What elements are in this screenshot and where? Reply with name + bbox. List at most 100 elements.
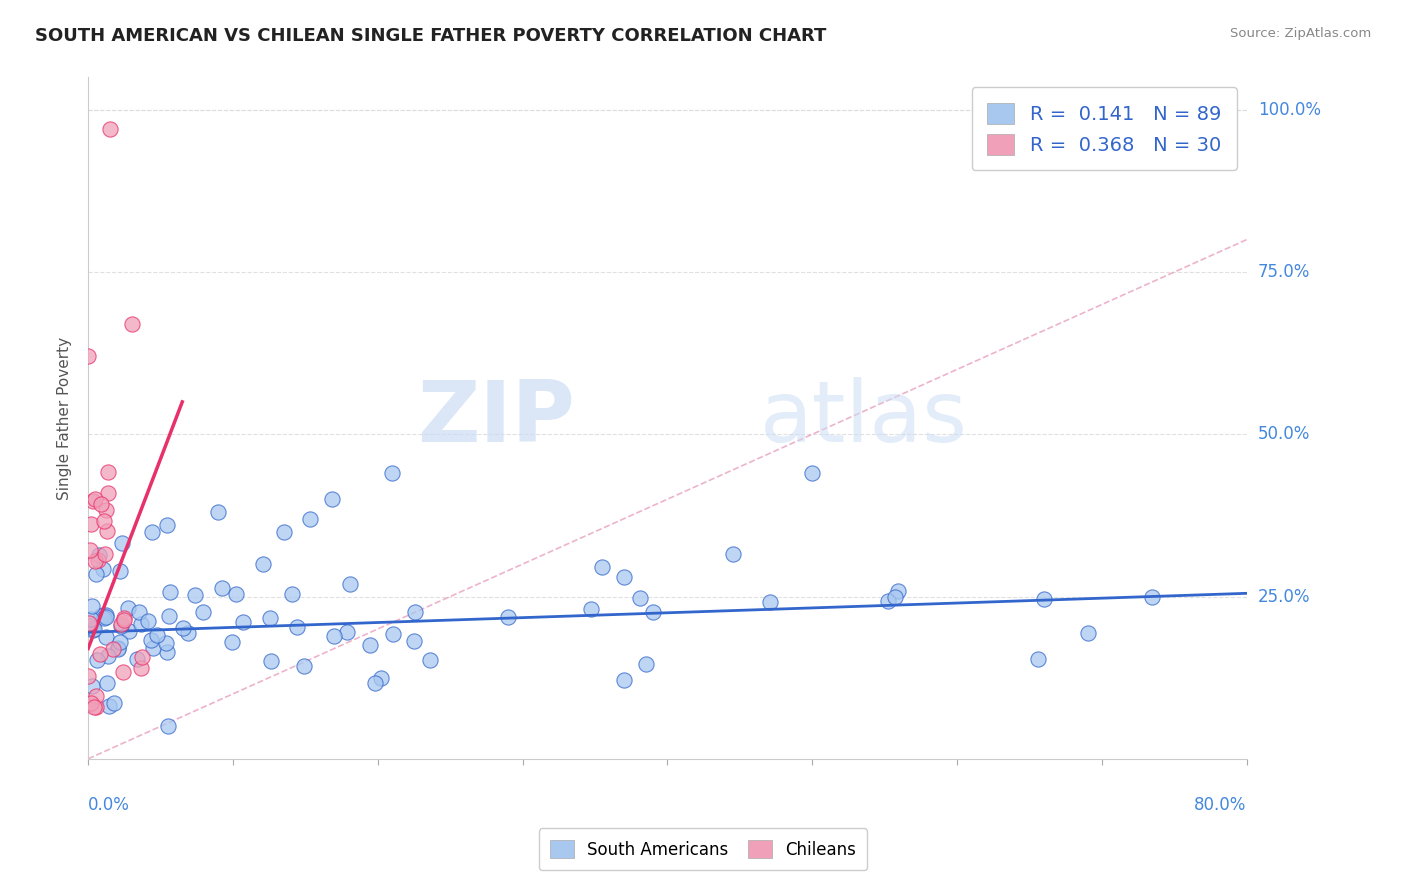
Point bbox=[877, 594, 900, 608]
Point bbox=[77, 615, 100, 630]
Point bbox=[225, 587, 247, 601]
Point bbox=[91, 562, 114, 576]
Text: Source: ZipAtlas.com: Source: ZipAtlas.com bbox=[1230, 27, 1371, 40]
Point bbox=[273, 524, 295, 539]
Legend: South Americans, Chileans: South Americans, Chileans bbox=[538, 829, 868, 871]
Point bbox=[112, 611, 135, 625]
Point bbox=[121, 317, 143, 331]
Y-axis label: Single Father Poverty: Single Father Poverty bbox=[58, 336, 72, 500]
Point bbox=[156, 645, 179, 659]
Point bbox=[77, 669, 100, 683]
Point bbox=[108, 634, 131, 648]
Point bbox=[364, 676, 387, 690]
Point bbox=[84, 699, 107, 714]
Point bbox=[86, 653, 108, 667]
Point bbox=[79, 543, 101, 558]
Point bbox=[339, 577, 361, 591]
Point bbox=[172, 621, 194, 635]
Point bbox=[83, 622, 105, 636]
Point bbox=[128, 605, 150, 619]
Point bbox=[94, 630, 117, 644]
Point bbox=[112, 613, 135, 627]
Point bbox=[80, 612, 103, 626]
Point bbox=[111, 665, 134, 679]
Point bbox=[496, 610, 519, 624]
Point bbox=[80, 516, 103, 531]
Point bbox=[1026, 652, 1049, 666]
Point bbox=[96, 648, 118, 663]
Point bbox=[82, 494, 104, 508]
Text: 0.0%: 0.0% bbox=[89, 797, 129, 814]
Text: SOUTH AMERICAN VS CHILEAN SINGLE FATHER POVERTY CORRELATION CHART: SOUTH AMERICAN VS CHILEAN SINGLE FATHER … bbox=[35, 27, 827, 45]
Point bbox=[80, 696, 103, 710]
Point bbox=[1033, 591, 1056, 606]
Point bbox=[155, 635, 177, 649]
Point bbox=[79, 618, 101, 632]
Point bbox=[94, 503, 117, 517]
Point bbox=[93, 514, 115, 528]
Point bbox=[404, 605, 426, 619]
Point bbox=[103, 696, 125, 710]
Point bbox=[131, 650, 153, 665]
Point bbox=[84, 567, 107, 582]
Point bbox=[84, 554, 107, 568]
Point bbox=[1077, 626, 1099, 640]
Point bbox=[419, 653, 441, 667]
Text: 25.0%: 25.0% bbox=[1258, 588, 1310, 606]
Point bbox=[591, 559, 613, 574]
Point bbox=[83, 492, 105, 507]
Point bbox=[157, 608, 180, 623]
Point bbox=[142, 640, 165, 655]
Point bbox=[335, 625, 357, 640]
Point bbox=[285, 620, 308, 634]
Point bbox=[801, 467, 824, 481]
Point bbox=[93, 547, 115, 561]
Point bbox=[90, 608, 112, 623]
Legend: R =  0.141   N = 89, R =  0.368   N = 30: R = 0.141 N = 89, R = 0.368 N = 30 bbox=[972, 87, 1237, 170]
Point bbox=[370, 671, 392, 685]
Text: 50.0%: 50.0% bbox=[1258, 425, 1310, 443]
Point bbox=[94, 610, 117, 624]
Point bbox=[96, 524, 118, 538]
Point bbox=[280, 587, 302, 601]
Point bbox=[887, 583, 910, 598]
Point bbox=[131, 661, 153, 675]
Point bbox=[110, 619, 132, 633]
Point bbox=[232, 615, 254, 629]
Point bbox=[211, 582, 233, 596]
Point bbox=[97, 486, 120, 500]
Point bbox=[110, 616, 132, 631]
Point bbox=[117, 601, 139, 615]
Point bbox=[82, 679, 104, 693]
Point bbox=[129, 617, 152, 632]
Point bbox=[322, 629, 344, 643]
Point bbox=[136, 614, 159, 628]
Point bbox=[381, 467, 404, 481]
Point bbox=[259, 611, 281, 625]
Point bbox=[292, 658, 315, 673]
Point bbox=[98, 122, 121, 136]
Point bbox=[93, 611, 115, 625]
Point bbox=[97, 465, 120, 479]
Point bbox=[613, 570, 636, 584]
Point bbox=[127, 652, 149, 666]
Point bbox=[139, 633, 162, 648]
Point bbox=[184, 588, 207, 602]
Point bbox=[101, 641, 124, 656]
Point bbox=[108, 564, 131, 578]
Text: 75.0%: 75.0% bbox=[1258, 263, 1310, 281]
Point bbox=[260, 654, 283, 668]
Point bbox=[636, 657, 658, 672]
Point bbox=[1140, 590, 1163, 604]
Point bbox=[94, 607, 117, 622]
Point bbox=[252, 557, 274, 571]
Point bbox=[96, 676, 118, 690]
Text: 80.0%: 80.0% bbox=[1194, 797, 1247, 814]
Point bbox=[90, 497, 112, 511]
Point bbox=[191, 606, 214, 620]
Point bbox=[759, 595, 782, 609]
Point bbox=[82, 624, 104, 638]
Point bbox=[89, 647, 111, 661]
Point bbox=[321, 492, 343, 507]
Text: 100.0%: 100.0% bbox=[1258, 101, 1320, 119]
